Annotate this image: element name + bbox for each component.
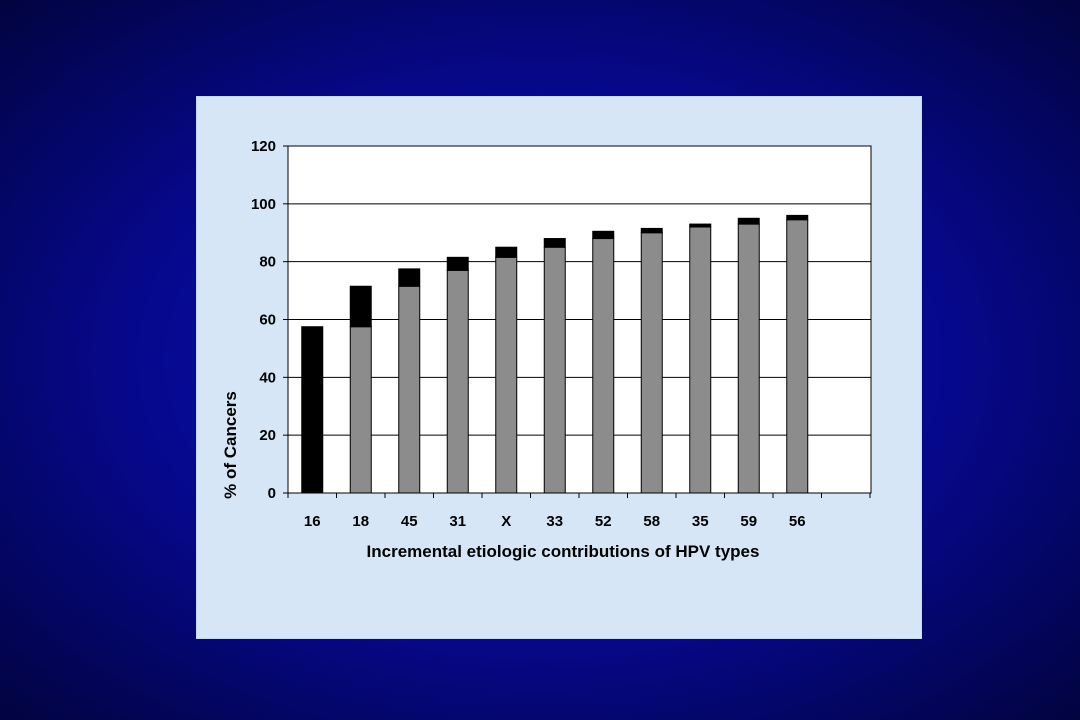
x-tick-label: 33 (546, 513, 563, 530)
bar-18-segment-2 (349, 285, 372, 328)
chart-panel: 0 20 40 60 80 100 120 16 18 45 31 X 33 52 58 35 59 56 % o… (196, 96, 922, 639)
bar-35-segment-1 (689, 226, 712, 494)
x-tick-label: 58 (643, 513, 660, 530)
y-tick-label: 100 (251, 196, 276, 213)
bar-16-segment-2 (301, 326, 324, 494)
bar-31-segment-1 (446, 269, 469, 494)
bar-58-segment-1 (640, 232, 663, 494)
bar-45-segment-2 (398, 268, 421, 287)
y-tick-label: 40 (259, 369, 276, 386)
bar-59-segment-1 (737, 223, 760, 494)
bar-X-segment-1 (495, 256, 518, 494)
x-tick-label: 18 (352, 513, 369, 530)
y-tick-label: 80 (259, 254, 276, 271)
bar-52-segment-2 (592, 230, 615, 240)
x-tick-label: 31 (449, 513, 466, 530)
bar-52-segment-1 (592, 238, 615, 494)
hpv-bar-chart: 0 20 40 60 80 100 120 16 18 45 31 X 33 52 58 35 59 56 % o… (221, 138, 872, 561)
x-tick-label: 59 (740, 513, 757, 530)
x-tick-label: X (501, 513, 511, 530)
bar-31-segment-2 (446, 256, 469, 271)
bar-59-segment-2 (737, 217, 760, 225)
x-tick-label: 35 (692, 513, 709, 530)
bar-58-segment-2 (640, 227, 663, 234)
bar-33-segment-2 (543, 238, 566, 248)
bar-56-segment-2 (786, 214, 809, 221)
x-tick-label: 52 (595, 513, 612, 530)
bar-33-segment-1 (543, 246, 566, 494)
y-tick-label: 20 (259, 427, 276, 444)
x-tick-label: 56 (789, 513, 806, 530)
y-tick-label: 0 (268, 485, 276, 502)
bar-56-segment-1 (786, 219, 809, 494)
bar-45-segment-1 (398, 285, 421, 494)
x-tick-label: 45 (401, 513, 418, 530)
bar-X-segment-2 (495, 246, 518, 258)
x-tick-label: 16 (304, 513, 321, 530)
y-axis-title: % of Cancers (221, 391, 240, 499)
bar-18-segment-1 (349, 326, 372, 494)
x-axis-title: Incremental etiologic contributions of H… (367, 542, 760, 561)
bar-35-segment-2 (689, 223, 712, 228)
y-tick-label: 120 (251, 138, 276, 155)
y-tick-label: 60 (259, 312, 276, 329)
